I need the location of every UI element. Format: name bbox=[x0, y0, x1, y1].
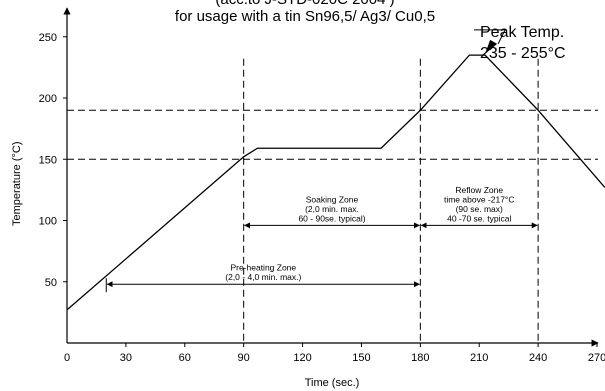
peak-label-line-1: Peak Temp. bbox=[480, 24, 564, 41]
x-tick-label-180: 180 bbox=[411, 352, 429, 364]
x-tick-label-0: 0 bbox=[64, 352, 70, 364]
zone-label-soaking-2: (2,0 min. max. bbox=[305, 204, 359, 214]
chart-title-line-1: (acc.to J-STD-020C 2004 ) bbox=[215, 0, 394, 8]
zone-label-reflow-4: 40 -70 se. typical bbox=[447, 213, 511, 223]
zone-label-reflow-1: Reflow Zone bbox=[455, 185, 503, 195]
zone-label-reflow-3: (90 se. max) bbox=[456, 204, 503, 214]
x-tick-label-270: 270 bbox=[588, 352, 605, 364]
x-tick-label-30: 30 bbox=[120, 352, 132, 364]
zone-label-soaking-3: 60 - 90se. typical) bbox=[298, 213, 365, 223]
y-tick-label-150: 150 bbox=[39, 154, 57, 166]
peak-pointer-arrow bbox=[485, 39, 498, 54]
y-tick-label-100: 100 bbox=[39, 216, 57, 228]
x-tick-label-240: 240 bbox=[529, 352, 547, 364]
x-axis-label: Time (sec.) bbox=[305, 377, 360, 389]
zone-label-reflow-2: time above -217°C bbox=[444, 194, 515, 204]
y-axis-label: Temperature (°C) bbox=[11, 142, 23, 226]
y-tick-label-250: 250 bbox=[39, 32, 57, 44]
peak-label-line-2: 235 - 255°C bbox=[480, 45, 566, 62]
chart-title-line-2: for usage with a tin Sn96,5/ Ag3/ Cu0,5 bbox=[175, 8, 435, 25]
zone-label-preheating-2: (2,0 - 4,0 min. max.) bbox=[225, 272, 301, 282]
zone-label-soaking-1: Soaking Zone bbox=[306, 194, 359, 204]
y-tick-label-50: 50 bbox=[45, 277, 57, 289]
y-tick-label-200: 200 bbox=[39, 93, 57, 105]
x-tick-label-120: 120 bbox=[293, 352, 311, 364]
zone-label-preheating-1: Pre-heating Zone bbox=[230, 263, 296, 273]
x-tick-label-150: 150 bbox=[352, 352, 370, 364]
peak-leader-line bbox=[474, 29, 506, 45]
x-tick-label-60: 60 bbox=[179, 352, 191, 364]
series-line-0 bbox=[66, 54, 605, 311]
x-tick-label-210: 210 bbox=[470, 352, 488, 364]
x-tick-label-90: 90 bbox=[238, 352, 250, 364]
